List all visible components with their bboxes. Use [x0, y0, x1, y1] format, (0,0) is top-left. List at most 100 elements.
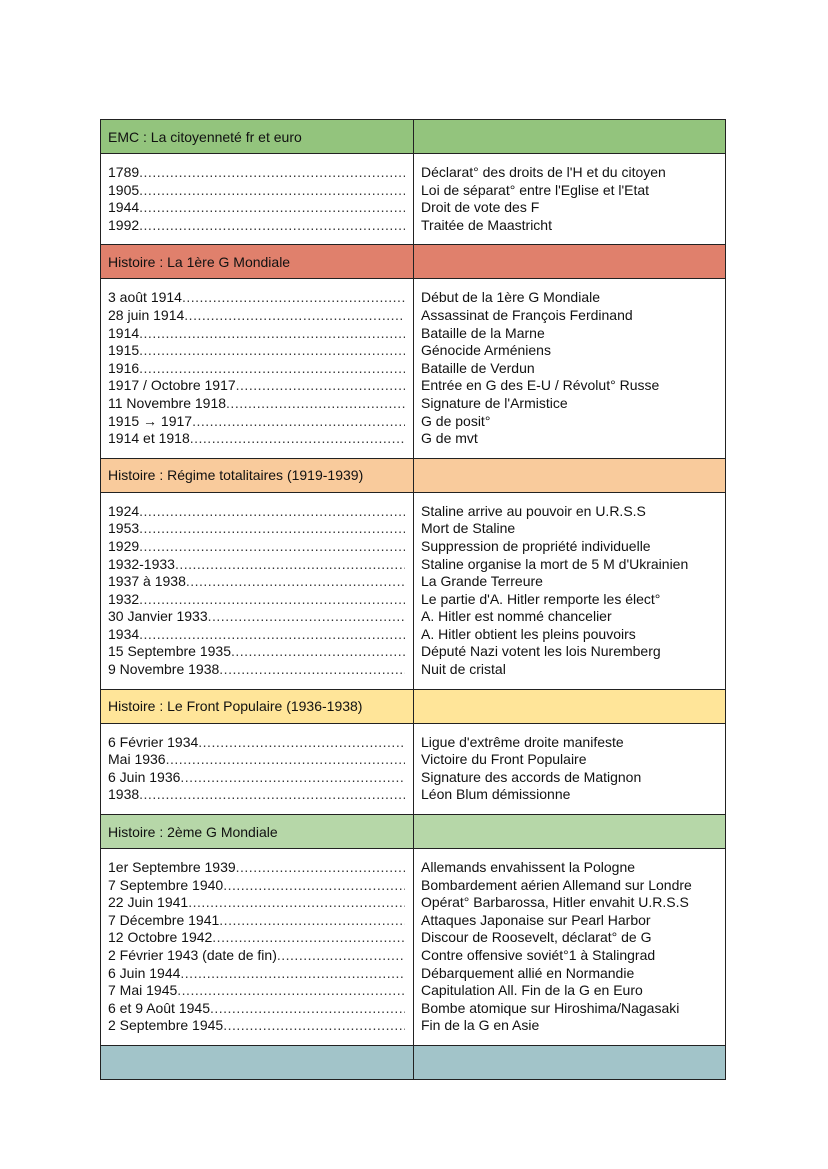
event-entry: Bombardement aérien Allemand sur Londre: [421, 876, 692, 893]
section-title: Histoire : Le Front Populaire (1936-1938…: [108, 698, 363, 715]
date-entry: 1924: [101, 503, 413, 521]
events-cell: Allemands envahissent la Pologne Bombarde…: [413, 848, 726, 1046]
section-title-cell: Histoire : Le Front Populaire (1936-1938…: [100, 688, 414, 724]
event-entry: Le partie d'A. Hitler remporte les élect…: [421, 590, 661, 607]
date: 1789: [108, 164, 140, 180]
dot-leader: [212, 929, 405, 947]
date: 1er Septembre 1939: [108, 859, 236, 876]
date: 3 août 1914: [108, 289, 182, 306]
date-entry: 6 Juin 1936: [101, 769, 413, 787]
event-entry: Député Nazi votent les lois Nuremberg: [421, 643, 661, 660]
section-title: Histoire : Régime totalitaires (1919-193…: [108, 467, 364, 484]
event-entry: Génocide Arméniens: [421, 342, 551, 359]
events-cell: Déclarat° des droits de l'H et du citoye…: [413, 152, 726, 246]
dot-leader: [236, 377, 405, 395]
date-entry: 1916: [101, 360, 413, 378]
date: 2 Février 1943 (date de fin): [108, 947, 277, 963]
dot-leader: [139, 182, 405, 200]
date-entry: 1915 → 1917: [101, 413, 413, 431]
dot-leader: [139, 164, 405, 182]
dot-leader: [166, 751, 405, 769]
date: 15 Septembre 1935: [108, 643, 231, 660]
date-entry: 1992: [101, 217, 413, 235]
date: 1914: [108, 324, 140, 341]
date: 1929: [108, 537, 140, 554]
date-entry: 1937 à 1938: [101, 573, 413, 591]
event-entry: La Grande Terreure: [421, 573, 543, 590]
empty-footer-row: [100, 1044, 726, 1080]
event-entry: Signature de l'Armistice: [421, 394, 568, 411]
dot-leader: [210, 1000, 405, 1018]
event-entry: Débarquement allié en Normandie: [421, 964, 635, 981]
events-cell: Ligue d'extrême droite manifeste Victoire…: [413, 722, 726, 816]
date-entry: 1er Septembre 1939: [101, 859, 413, 877]
date-entry: 9 Novembre 1938: [101, 661, 413, 679]
date: 30 Janvier 1933: [108, 608, 208, 625]
dot-leader: [208, 608, 405, 626]
event-entry: Ligue d'extrême droite manifeste: [421, 733, 624, 750]
date-entry: 1915: [101, 342, 413, 360]
section-header-empty-cell: [413, 688, 726, 724]
event-entry: Opérat° Barbarossa, Hitler envahit U.R.S…: [421, 894, 689, 911]
date-entry: 1953: [101, 520, 413, 538]
dot-leader: [139, 199, 405, 217]
section-body: 1er Septembre 19397 Septembre 194022 Jui…: [100, 848, 726, 1046]
date: 1914 et 1918: [108, 430, 190, 447]
date: 1924: [108, 502, 140, 519]
date-entry: 1914 et 1918: [101, 430, 413, 448]
date-entry: 1932-1933: [101, 556, 413, 574]
events-cell: Début de la 1ère G Mondiale Assassinat de…: [413, 278, 726, 459]
date-entry: 22 Juin 1941: [101, 894, 413, 912]
dot-leader: [139, 342, 405, 360]
dot-leader: [139, 538, 405, 556]
event-entry: Traitée de Maastricht: [421, 216, 552, 233]
event-entry: Contre offensive soviét°1 à Stalingrad: [421, 947, 656, 963]
date: 1953: [108, 520, 140, 537]
date-entry: 6 Juin 1944: [101, 965, 413, 983]
date: 6 Février 1934: [108, 733, 199, 750]
section-header-empty-cell: [413, 457, 726, 493]
dot-leader: [175, 556, 405, 574]
date: 1934: [108, 625, 140, 642]
dot-leader: [198, 734, 405, 752]
date: 6 Juin 1944: [108, 964, 181, 981]
date: 1916: [108, 359, 140, 376]
dot-leader: [139, 591, 405, 609]
dot-leader: [182, 289, 405, 307]
dot-leader: [139, 217, 405, 235]
event-entry: Léon Blum démissionne: [421, 786, 571, 803]
date-entry: 2 Février 1943 (date de fin): [101, 947, 413, 965]
event-entry: Staline organise la mort de 5 M d'Ukrain…: [421, 555, 689, 572]
date: 9 Novembre 1938: [108, 661, 220, 678]
event-entry: Attaques Japonaise sur Pearl Harbor: [421, 911, 651, 928]
dot-leader: [177, 982, 405, 1000]
event-entry: Assassinat de François Ferdinand: [421, 306, 633, 323]
dot-leader: [139, 360, 405, 378]
dot-leader: [219, 912, 405, 930]
dot-leader: [139, 626, 405, 644]
section-body: 6 Février 1934Mai 19366 Juin 19361938 Li…: [100, 722, 726, 816]
dot-leader: [139, 520, 405, 538]
date: 1932-1933: [108, 555, 175, 572]
date-entry: 1929: [101, 538, 413, 556]
date-entry: 1905: [101, 182, 413, 200]
history-dates-table: EMC : La citoyenneté fr et euro 17891905…: [100, 119, 726, 1080]
section-header-empty-cell: [413, 814, 726, 850]
event-entry: Signature des accords de Matignon: [421, 768, 642, 785]
dot-leader: [139, 503, 405, 521]
date: 22 Juin 1941: [108, 894, 189, 911]
section-header: Histoire : La 1ère G Mondiale: [100, 244, 726, 280]
dot-leader: [139, 325, 405, 343]
section-header: Histoire : 2ème G Mondiale: [100, 814, 726, 850]
footer-cell: [413, 1044, 726, 1080]
date: 1938: [108, 786, 140, 803]
date-entry: 30 Janvier 1933: [101, 608, 413, 626]
event-entry: Bataille de Verdun: [421, 359, 535, 376]
date: 7 Mai 1945: [108, 982, 178, 999]
event-entry: Entrée en G des E-U / Révolut° Russe: [421, 377, 660, 394]
date-entry: 7 Septembre 1940: [101, 877, 413, 895]
dot-leader: [188, 894, 405, 912]
event-entry: Capitulation All. Fin de la G en Euro: [421, 982, 643, 999]
dates-cell: 1789190519441992: [100, 152, 414, 246]
date-entry: 6 et 9 Août 1945: [101, 1000, 413, 1018]
